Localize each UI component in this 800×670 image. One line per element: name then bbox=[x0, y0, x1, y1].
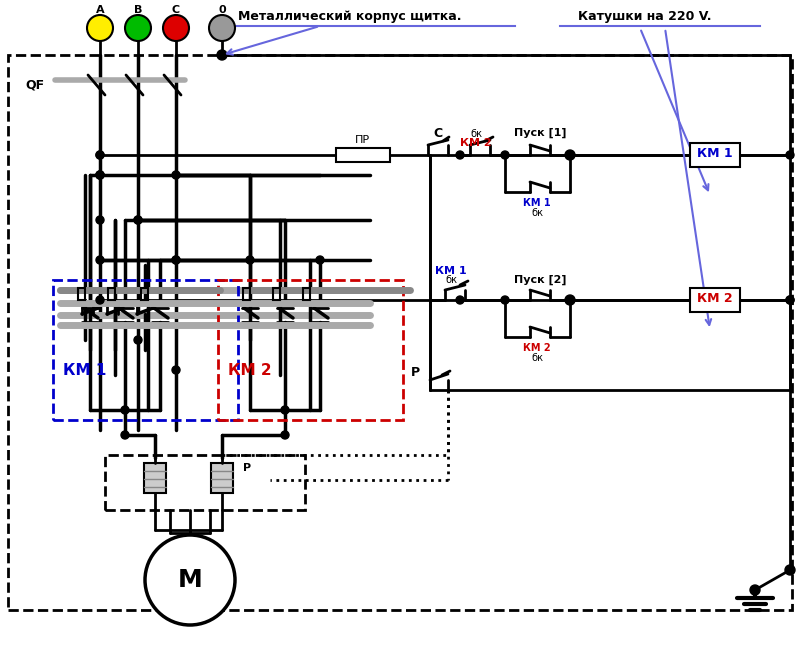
Circle shape bbox=[96, 171, 104, 179]
Circle shape bbox=[217, 50, 227, 60]
Bar bbox=[78, 288, 85, 300]
Circle shape bbox=[121, 406, 129, 414]
Circle shape bbox=[96, 256, 104, 264]
Text: КМ 1: КМ 1 bbox=[435, 266, 467, 276]
Circle shape bbox=[456, 151, 464, 159]
Text: бк: бк bbox=[531, 353, 543, 363]
Circle shape bbox=[456, 296, 464, 304]
Text: C: C bbox=[172, 5, 180, 15]
Circle shape bbox=[121, 431, 129, 439]
Text: C: C bbox=[434, 127, 442, 139]
Bar bbox=[243, 288, 250, 300]
Text: Катушки на 220 V.: Катушки на 220 V. bbox=[578, 9, 712, 23]
Text: КМ 2: КМ 2 bbox=[697, 291, 733, 304]
Circle shape bbox=[172, 171, 180, 179]
Text: КМ 1: КМ 1 bbox=[63, 362, 106, 377]
Bar bbox=[105, 455, 305, 510]
Circle shape bbox=[163, 15, 189, 41]
Circle shape bbox=[750, 585, 760, 595]
Bar bbox=[218, 280, 403, 420]
Circle shape bbox=[786, 151, 794, 159]
Circle shape bbox=[172, 256, 180, 264]
Bar bbox=[273, 288, 280, 300]
Bar bbox=[336, 148, 390, 162]
Circle shape bbox=[134, 336, 142, 344]
Circle shape bbox=[96, 151, 104, 159]
Text: КМ 2: КМ 2 bbox=[228, 362, 272, 377]
Circle shape bbox=[96, 296, 104, 304]
Circle shape bbox=[172, 366, 180, 374]
Bar bbox=[108, 288, 115, 300]
Bar bbox=[211, 463, 233, 493]
Circle shape bbox=[96, 171, 104, 179]
Circle shape bbox=[125, 15, 151, 41]
Circle shape bbox=[209, 15, 235, 41]
Circle shape bbox=[565, 150, 575, 160]
Text: 0: 0 bbox=[218, 5, 226, 15]
Circle shape bbox=[565, 295, 575, 305]
Circle shape bbox=[87, 15, 113, 41]
Text: Р: Р bbox=[411, 366, 420, 379]
Circle shape bbox=[96, 151, 104, 159]
Circle shape bbox=[134, 216, 142, 224]
Circle shape bbox=[281, 406, 289, 414]
Text: Пуск [1]: Пуск [1] bbox=[514, 128, 566, 138]
Circle shape bbox=[316, 256, 324, 264]
Bar bbox=[53, 280, 238, 420]
Circle shape bbox=[501, 151, 509, 159]
Text: Пуск [2]: Пуск [2] bbox=[514, 275, 566, 285]
Text: КМ 2: КМ 2 bbox=[460, 138, 492, 148]
Circle shape bbox=[786, 296, 794, 304]
Bar bbox=[8, 55, 792, 610]
Text: М: М bbox=[178, 568, 202, 592]
Bar bbox=[141, 288, 148, 300]
Circle shape bbox=[96, 216, 104, 224]
Text: Р: Р bbox=[243, 463, 251, 473]
Text: бк: бк bbox=[470, 129, 482, 139]
Circle shape bbox=[172, 256, 180, 264]
Circle shape bbox=[96, 171, 104, 179]
Circle shape bbox=[786, 296, 794, 304]
Text: бк: бк bbox=[531, 208, 543, 218]
Circle shape bbox=[281, 431, 289, 439]
Circle shape bbox=[785, 565, 795, 575]
Circle shape bbox=[145, 535, 235, 625]
Circle shape bbox=[501, 296, 509, 304]
Bar bbox=[690, 288, 740, 312]
Text: КМ 2: КМ 2 bbox=[523, 343, 551, 353]
Text: КМ 1: КМ 1 bbox=[697, 147, 733, 159]
Text: ПР: ПР bbox=[354, 135, 370, 145]
Text: QF: QF bbox=[25, 78, 44, 92]
Bar bbox=[690, 143, 740, 167]
Bar bbox=[144, 463, 166, 493]
Text: КМ 1: КМ 1 bbox=[523, 198, 551, 208]
Text: Металлический корпус щитка.: Металлический корпус щитка. bbox=[238, 9, 462, 23]
Circle shape bbox=[246, 256, 254, 264]
Circle shape bbox=[134, 216, 142, 224]
Bar bbox=[303, 288, 310, 300]
Text: A: A bbox=[96, 5, 104, 15]
Text: бк: бк bbox=[445, 275, 457, 285]
Text: B: B bbox=[134, 5, 142, 15]
